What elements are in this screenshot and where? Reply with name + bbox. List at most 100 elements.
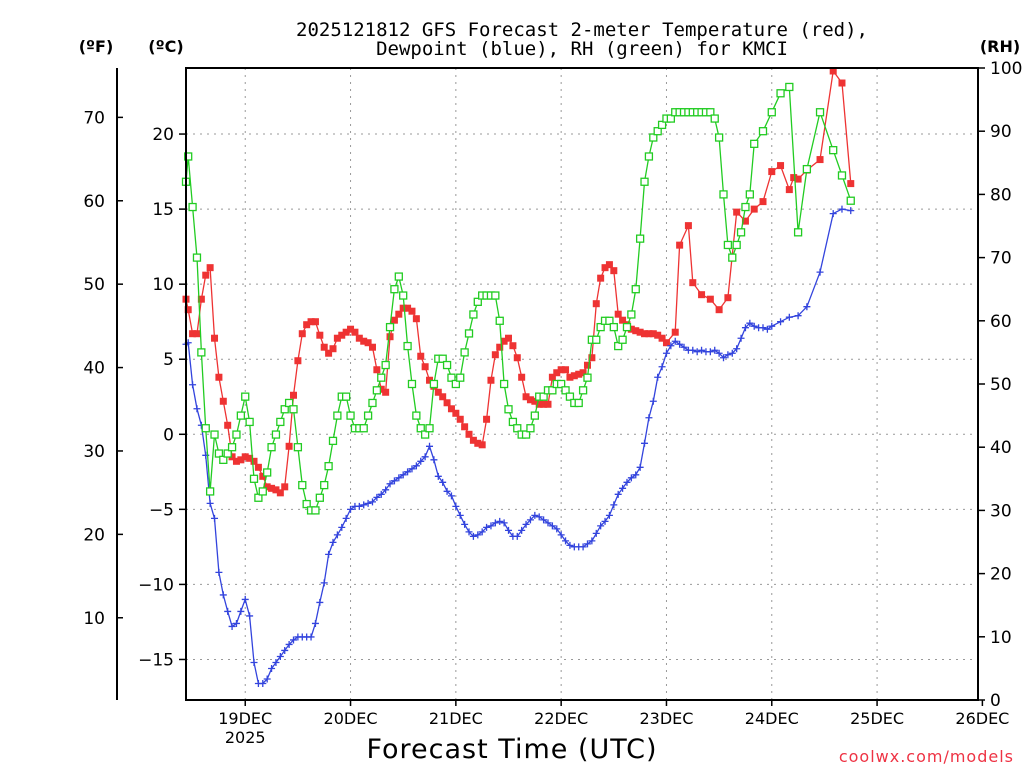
2-meter-temperature-point xyxy=(338,331,346,339)
rh-tick-label: 70 xyxy=(990,249,1012,269)
2-meter-temperature-point xyxy=(535,400,543,408)
rh-point xyxy=(508,417,518,427)
2-meter-temperature-point xyxy=(526,396,534,404)
dewpoint-point xyxy=(443,487,451,495)
rh-point xyxy=(785,82,794,92)
rh-point xyxy=(640,177,649,186)
dewpoint-point xyxy=(285,640,293,648)
rh-point xyxy=(227,443,237,452)
rh-point xyxy=(736,228,746,237)
2-meter-temperature-point xyxy=(478,441,486,449)
rh-point xyxy=(399,291,408,300)
2-meter-temperature-point xyxy=(263,483,271,491)
dewpoint-point xyxy=(417,457,425,465)
dewpoint-point xyxy=(649,397,657,405)
2-meter-temperature-point xyxy=(303,321,311,329)
2-meter-temperature-point xyxy=(342,328,350,336)
dewpoint-point xyxy=(276,652,284,660)
2-meter-temperature-point xyxy=(785,186,793,194)
dewpoint-point xyxy=(583,540,591,548)
dewpoint-point xyxy=(711,346,719,354)
dewpoint-point xyxy=(513,532,521,540)
2-meter-temperature-point xyxy=(733,208,741,216)
dewpoint-point xyxy=(224,607,232,615)
dewpoint-point xyxy=(338,523,346,531)
2-meter-temperature-point xyxy=(184,306,192,314)
dewpoint-point xyxy=(408,465,416,473)
rh-point xyxy=(258,487,267,496)
rh-point xyxy=(390,285,399,294)
rh-tick-label: 60 xyxy=(990,312,1012,332)
dewpoint-point xyxy=(382,486,390,494)
series-layer xyxy=(181,67,855,687)
dewpoint-point xyxy=(553,525,561,533)
2-meter-temperature-point xyxy=(237,456,245,464)
2-meter-temperature-point xyxy=(627,325,635,333)
2-meter-temperature-point xyxy=(553,369,561,377)
2-meter-temperature-point xyxy=(794,175,802,183)
dewpoint-point xyxy=(478,528,486,536)
rh-point xyxy=(438,354,447,363)
rh-tick-label: 30 xyxy=(990,501,1012,521)
dewpoint-point xyxy=(601,517,609,525)
dewpoint-point xyxy=(597,522,605,530)
rh-tick-label: 40 xyxy=(990,438,1012,458)
rh-point xyxy=(521,430,531,439)
rh-point xyxy=(298,480,307,490)
rh-point xyxy=(758,127,768,136)
2-meter-temperature-point xyxy=(193,330,201,338)
dewpoint-point xyxy=(614,490,622,498)
2-meter-temperature-point xyxy=(684,222,692,230)
dewpoint-point xyxy=(426,442,434,450)
dewpoint-point xyxy=(290,636,298,644)
rh-point xyxy=(276,417,285,427)
rh-point xyxy=(767,108,776,117)
rh-point xyxy=(267,443,276,452)
dewpoint-point xyxy=(733,345,741,353)
rh-point xyxy=(618,335,627,344)
2-meter-temperature-point xyxy=(254,463,262,471)
2-meter-temperature-point xyxy=(658,334,666,342)
dewpoint-point xyxy=(641,439,649,447)
2-meter-temperature-point xyxy=(641,330,649,338)
rh-point xyxy=(592,335,601,344)
dewpoint-point xyxy=(430,456,438,464)
rh-point xyxy=(271,430,281,439)
2-meter-temperature-point xyxy=(632,327,640,335)
2-meter-temperature-point xyxy=(724,294,732,302)
dewpoint-point xyxy=(364,499,372,507)
dewpoint-point xyxy=(680,343,688,351)
x-axis-label: Forecast Time (UTC) xyxy=(366,734,657,765)
2-meter-temperature-point xyxy=(548,373,556,381)
rh-point xyxy=(846,196,855,205)
2-meter-temperature-point xyxy=(610,267,618,275)
2-meter-temperature-point xyxy=(750,205,758,213)
fahrenheit-unit-label: (ºF) xyxy=(79,37,114,56)
2-meter-temperature-point xyxy=(290,391,298,399)
dewpoint-point xyxy=(720,354,728,362)
plot-frame xyxy=(185,67,979,701)
rh-point xyxy=(363,411,373,420)
dewpoint-point xyxy=(698,346,706,354)
rh-point xyxy=(205,487,215,496)
rh-point xyxy=(578,386,588,395)
dewpoint-point xyxy=(632,471,640,479)
2-meter-temperature-point xyxy=(320,343,328,351)
rh-point xyxy=(605,316,614,325)
2-meter-temperature-point xyxy=(219,397,227,405)
dewpoint-point xyxy=(768,322,776,330)
rh-point xyxy=(530,411,539,420)
rh-point xyxy=(473,297,482,306)
rh-point xyxy=(425,424,434,433)
dewpoint-point xyxy=(412,462,420,470)
dewpoint-point xyxy=(377,490,385,498)
2-meter-temperature-point xyxy=(562,366,570,374)
2-meter-temperature-point xyxy=(689,279,697,287)
2-meter-temperature-point xyxy=(355,334,363,342)
dewpoint-point xyxy=(439,478,447,486)
rh-point xyxy=(653,127,662,136)
rh-point xyxy=(201,424,210,433)
2-meter-temperature-point xyxy=(838,79,846,87)
2-meter-temperature-point xyxy=(487,376,495,384)
